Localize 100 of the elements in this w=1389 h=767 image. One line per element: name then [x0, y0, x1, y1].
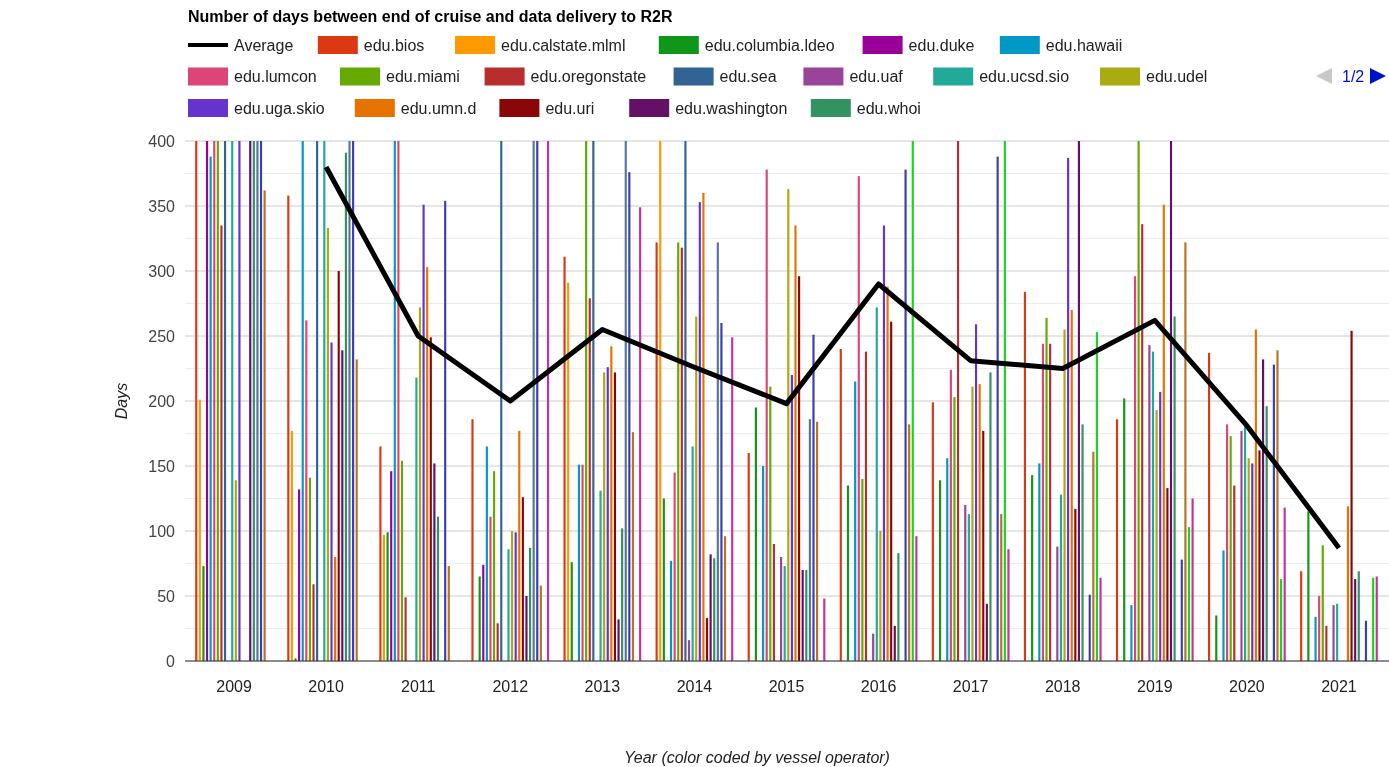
bar — [209, 156, 212, 661]
bar — [433, 463, 436, 661]
bar — [1038, 463, 1041, 661]
bar — [890, 321, 893, 661]
bar — [1059, 494, 1063, 661]
bar — [436, 516, 440, 661]
bar — [195, 141, 198, 661]
bar — [1244, 424, 1247, 661]
bar — [1233, 485, 1236, 661]
bar — [1173, 316, 1176, 661]
bar — [1364, 620, 1368, 661]
legend-label: edu.ucsd.sio — [979, 68, 1070, 86]
bar — [1254, 329, 1257, 661]
bar — [205, 141, 209, 661]
bar — [1077, 141, 1081, 661]
bar — [539, 585, 542, 661]
bar — [673, 472, 676, 661]
bar — [772, 544, 775, 661]
bar — [1023, 291, 1027, 661]
bar — [348, 141, 351, 661]
bar — [337, 271, 340, 661]
bar — [709, 554, 712, 661]
bar — [908, 424, 911, 661]
bar — [382, 534, 386, 661]
bar — [1187, 527, 1191, 661]
x-tick-label: 2012 — [492, 678, 529, 695]
bar — [1007, 549, 1010, 661]
bar — [762, 466, 765, 661]
bar — [801, 570, 804, 661]
x-tick-label: 2018 — [1044, 678, 1081, 695]
bar — [1081, 424, 1084, 661]
bar — [518, 430, 521, 661]
bar — [1099, 577, 1102, 661]
bar — [723, 536, 727, 661]
bar — [308, 477, 311, 661]
bar — [1031, 475, 1034, 661]
bar — [422, 204, 425, 661]
bar — [312, 584, 315, 661]
bar — [1354, 579, 1357, 661]
y-tick-label: 50 — [157, 587, 176, 605]
bar — [931, 402, 934, 661]
bar — [1095, 332, 1098, 661]
bar — [904, 169, 907, 661]
bar — [294, 658, 297, 661]
legend-label: edu.oregonstate — [530, 68, 647, 86]
bar — [599, 490, 602, 661]
bar — [985, 603, 988, 661]
x-tick-label: 2019 — [1137, 678, 1173, 695]
bar — [581, 464, 584, 661]
bar — [1141, 224, 1144, 661]
bar — [521, 497, 524, 661]
bar — [864, 351, 868, 661]
bar — [1240, 430, 1243, 661]
bar — [478, 576, 481, 661]
bar — [1067, 157, 1070, 661]
bar — [1045, 317, 1048, 661]
bar — [1184, 242, 1187, 661]
bar — [702, 193, 705, 661]
text: 1/2 — [1342, 67, 1365, 85]
bar — [1063, 329, 1066, 661]
bar — [787, 189, 790, 661]
bar — [546, 141, 550, 661]
bar — [705, 618, 709, 661]
bar — [259, 141, 263, 661]
legend-label: edu.lumcon — [234, 68, 317, 86]
bar — [379, 446, 382, 661]
bar — [639, 207, 642, 661]
bar — [1208, 352, 1211, 661]
bar — [404, 597, 407, 661]
bar — [882, 225, 886, 661]
legend-label: edu.hawaii — [1045, 36, 1123, 54]
bar — [989, 372, 992, 661]
bar — [613, 372, 617, 661]
bar — [1151, 351, 1155, 661]
bar — [341, 350, 344, 661]
bar — [655, 242, 658, 661]
chart-title: Number of days between end of cruise and data delivery to R2R — [188, 8, 674, 25]
y-axis-title: Days — [113, 382, 130, 420]
bar — [624, 141, 627, 661]
bar — [1226, 424, 1229, 661]
bar — [1280, 579, 1283, 661]
bar — [1180, 559, 1183, 661]
bar — [525, 596, 528, 661]
bar — [1318, 596, 1321, 661]
bar — [1191, 498, 1194, 661]
bar — [996, 156, 999, 661]
bar — [510, 531, 514, 661]
bar — [839, 349, 842, 661]
bar — [949, 369, 952, 661]
bar — [323, 141, 326, 661]
bar — [669, 560, 673, 661]
bar — [444, 200, 447, 661]
x-tick-label: 2009 — [216, 678, 252, 695]
bar — [1247, 458, 1250, 661]
bar — [911, 141, 914, 661]
bar — [393, 141, 396, 661]
bar — [967, 514, 970, 661]
bar — [621, 528, 624, 661]
bar — [316, 141, 319, 661]
legend-label: edu.sea — [719, 68, 777, 86]
